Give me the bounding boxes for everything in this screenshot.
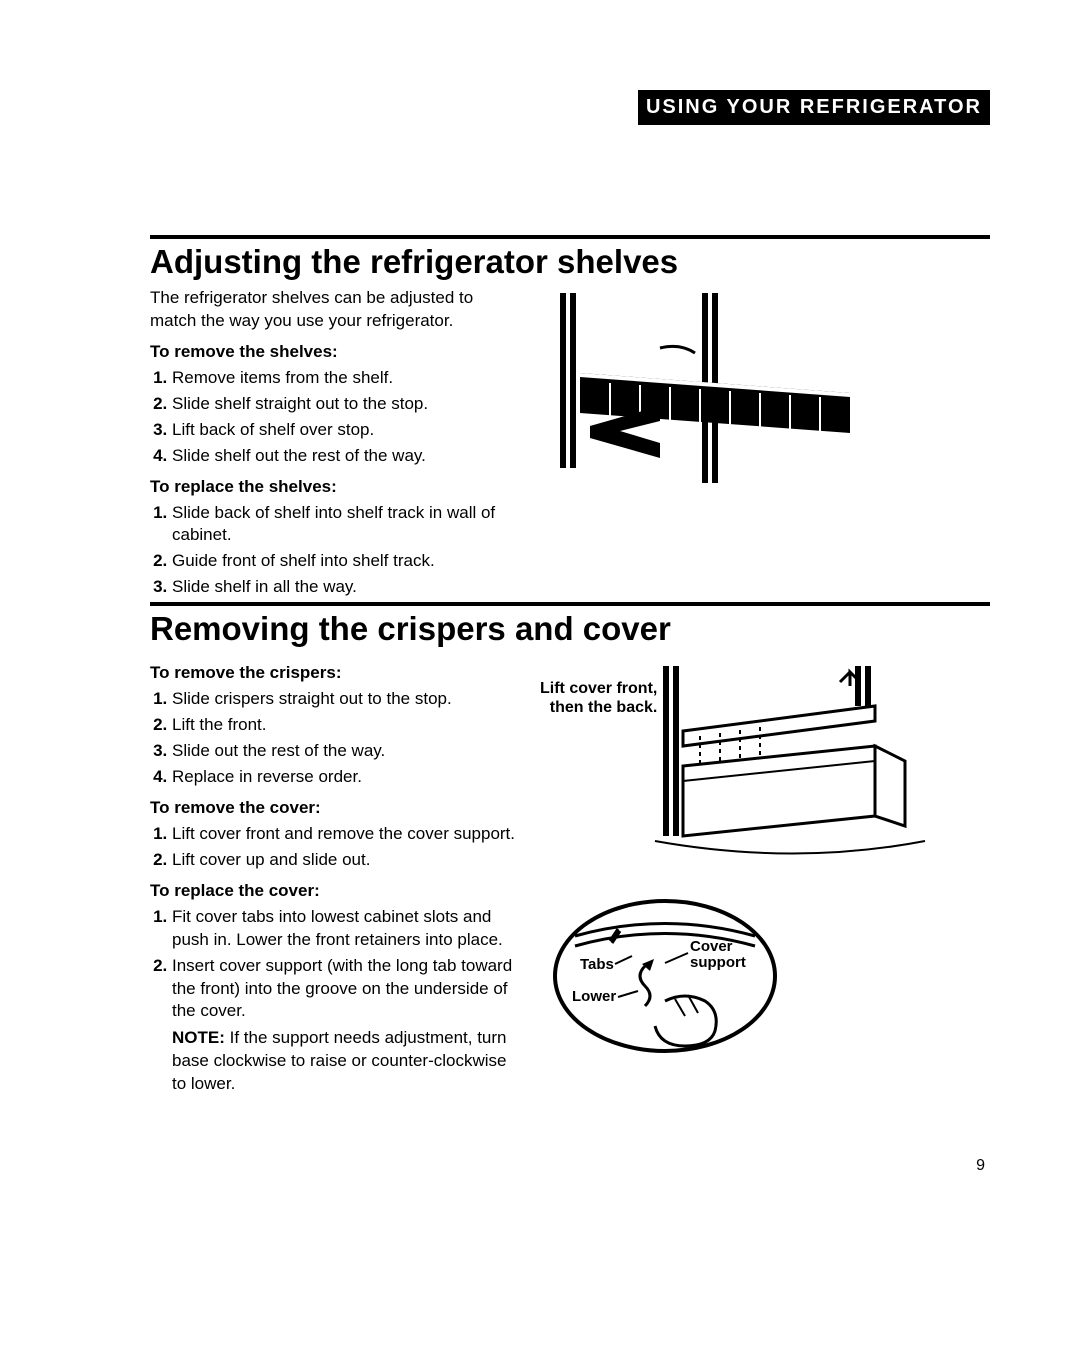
page-number: 9 [976, 1157, 985, 1175]
list-item: Guide front of shelf into shelf track. [172, 550, 520, 573]
section-header-chip: USING YOUR REFRIGERATOR [638, 90, 990, 125]
list-item: Slide shelf straight out to the stop. [172, 393, 520, 416]
remove-shelves-heading: To remove the shelves: [150, 341, 520, 364]
cover-support-diagram-icon: Tabs Cover support Lower [550, 891, 780, 1071]
crisper-figure-wrap: Lift cover front, then the back. [550, 654, 990, 871]
list-item: Fit cover tabs into lowest cabinet slots… [172, 906, 520, 952]
manual-page: USING YOUR REFRIGERATOR Adjusting the re… [0, 0, 1080, 1365]
note-label: NOTE: [172, 1028, 225, 1047]
crisper-callout: Lift cover front, then the back. [540, 679, 657, 717]
remove-cover-heading: To remove the cover: [150, 797, 520, 820]
header-bar: USING YOUR REFRIGERATOR [150, 90, 990, 125]
list-item: Replace in reverse order. [172, 766, 520, 789]
rule-top-1 [150, 235, 990, 239]
list-item: Lift cover front and remove the cover su… [172, 823, 520, 846]
oval-tabs-label: Tabs [580, 956, 614, 973]
oval-lower-label: Lower [572, 988, 616, 1005]
section1-body: The refrigerator shelves can be adjusted… [150, 287, 990, 602]
section2-title: Removing the crispers and cover [150, 610, 990, 648]
shelf-diagram-icon [550, 293, 870, 493]
replace-shelves-steps: Slide back of shelf into shelf track in … [150, 502, 520, 600]
remove-crispers-heading: To remove the crispers: [150, 662, 520, 685]
section1-figure [550, 287, 990, 498]
section2-body: To remove the crispers: Slide crispers s… [150, 654, 990, 1096]
list-item: Slide back of shelf into shelf track in … [172, 502, 520, 548]
section2-text: To remove the crispers: Slide crispers s… [150, 654, 520, 1096]
rule-top-2 [150, 602, 990, 606]
list-item: Insert cover support (with the long tab … [172, 955, 520, 1024]
remove-shelves-steps: Remove items from the shelf. Slide shelf… [150, 367, 520, 468]
section1-text: The refrigerator shelves can be adjusted… [150, 287, 520, 602]
section2-figures: Lift cover front, then the back. [550, 654, 990, 1076]
replace-cover-heading: To replace the cover: [150, 880, 520, 903]
list-item: Slide crispers straight out to the stop. [172, 688, 520, 711]
oval-support-label: support [690, 954, 746, 971]
replace-shelves-heading: To replace the shelves: [150, 476, 520, 499]
list-item: Lift the front. [172, 714, 520, 737]
list-item: Lift cover up and slide out. [172, 849, 520, 872]
remove-cover-steps: Lift cover front and remove the cover su… [150, 823, 520, 872]
list-item: Slide shelf in all the way. [172, 576, 520, 599]
list-item: Lift back of shelf over stop. [172, 419, 520, 442]
list-item: Remove items from the shelf. [172, 367, 520, 390]
crisper-diagram-icon [645, 666, 985, 866]
remove-crispers-steps: Slide crispers straight out to the stop.… [150, 688, 520, 789]
section1-intro: The refrigerator shelves can be adjusted… [150, 287, 520, 333]
replace-cover-steps: Fit cover tabs into lowest cabinet slots… [150, 906, 520, 1024]
callout-line1: Lift cover front, [540, 680, 657, 697]
list-item: Slide shelf out the rest of the way. [172, 445, 520, 468]
section1-title: Adjusting the refrigerator shelves [150, 243, 990, 281]
list-item: Slide out the rest of the way. [172, 740, 520, 763]
note-line: NOTE: If the support needs adjustment, t… [172, 1027, 520, 1096]
oval-cover-label: Cover [690, 938, 733, 955]
callout-line2: then the back. [550, 699, 658, 716]
